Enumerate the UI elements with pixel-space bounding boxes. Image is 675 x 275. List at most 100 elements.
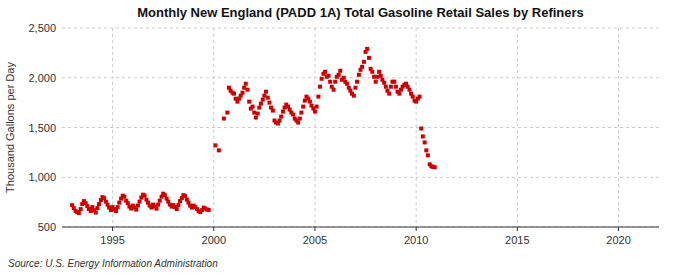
point bbox=[102, 196, 106, 200]
point bbox=[411, 95, 415, 99]
point bbox=[419, 126, 423, 130]
point bbox=[313, 110, 317, 114]
point bbox=[374, 80, 378, 84]
point bbox=[261, 98, 265, 102]
point bbox=[303, 99, 307, 103]
point bbox=[298, 117, 302, 121]
point bbox=[382, 81, 386, 85]
point bbox=[423, 140, 427, 144]
x-tick-label: 2020 bbox=[606, 234, 630, 246]
x-grid-line bbox=[112, 28, 113, 227]
point bbox=[217, 148, 221, 152]
grid bbox=[62, 28, 659, 227]
point bbox=[279, 115, 283, 119]
point bbox=[323, 70, 327, 74]
point bbox=[257, 106, 261, 110]
point bbox=[367, 56, 371, 60]
y-tick-label: 2,000 bbox=[28, 72, 56, 84]
points bbox=[70, 47, 437, 215]
y-axis-label: Thousand Gallons per Day bbox=[4, 62, 16, 193]
point bbox=[266, 96, 270, 100]
point bbox=[392, 80, 396, 84]
point bbox=[296, 121, 300, 125]
x-grid-line bbox=[213, 28, 214, 227]
point bbox=[355, 80, 359, 84]
x-tick bbox=[314, 227, 315, 231]
x-tick bbox=[112, 227, 113, 231]
point bbox=[433, 165, 437, 169]
point bbox=[241, 91, 245, 95]
x-tick-label: 2000 bbox=[202, 234, 226, 246]
point bbox=[397, 92, 401, 96]
point bbox=[247, 100, 251, 104]
x-grid-line bbox=[314, 28, 315, 227]
y-tick-label: 1,500 bbox=[28, 122, 56, 134]
x-tick bbox=[416, 227, 417, 231]
x-tick-label: 2015 bbox=[505, 234, 529, 246]
point bbox=[342, 76, 346, 80]
point bbox=[134, 208, 138, 212]
y-grid-line bbox=[62, 77, 659, 78]
point bbox=[116, 205, 120, 209]
point bbox=[299, 111, 303, 115]
point bbox=[407, 88, 411, 92]
point bbox=[242, 86, 246, 90]
point bbox=[94, 211, 98, 215]
point bbox=[301, 105, 305, 109]
point bbox=[213, 143, 217, 147]
source: Source: U.S. Energy Information Administ… bbox=[8, 258, 218, 269]
y-grid-line bbox=[62, 28, 659, 29]
chart: 5001,0001,5002,0002,50019952000200520102… bbox=[0, 0, 675, 275]
point bbox=[338, 69, 342, 73]
point bbox=[365, 47, 369, 51]
point bbox=[370, 70, 374, 74]
axes: 5001,0001,5002,0002,50019952000200520102… bbox=[28, 22, 659, 246]
point bbox=[308, 100, 312, 104]
point bbox=[332, 88, 336, 92]
point bbox=[158, 199, 162, 203]
point bbox=[259, 102, 263, 106]
point bbox=[222, 117, 226, 121]
x-tick bbox=[213, 227, 214, 231]
x-grid-line bbox=[517, 28, 518, 227]
point bbox=[264, 90, 268, 94]
point bbox=[136, 204, 140, 208]
point bbox=[267, 101, 271, 105]
point bbox=[278, 119, 282, 123]
y-grid-line bbox=[62, 177, 659, 178]
point bbox=[418, 95, 422, 99]
y-grid-line bbox=[62, 127, 659, 128]
y-tick-label: 2,500 bbox=[28, 22, 56, 34]
x-tick-label: 2005 bbox=[303, 234, 327, 246]
point bbox=[426, 153, 430, 157]
x-tick-label: 2010 bbox=[404, 234, 428, 246]
x-grid-line bbox=[416, 28, 417, 227]
point bbox=[244, 82, 248, 86]
point bbox=[281, 110, 285, 114]
point bbox=[175, 207, 179, 211]
point bbox=[394, 85, 398, 89]
point bbox=[316, 95, 320, 99]
point bbox=[379, 74, 383, 78]
point bbox=[384, 85, 388, 89]
point bbox=[377, 70, 381, 74]
point bbox=[117, 201, 121, 205]
point bbox=[353, 86, 357, 90]
point bbox=[143, 194, 147, 198]
point bbox=[254, 116, 258, 120]
point bbox=[232, 92, 236, 96]
point bbox=[345, 82, 349, 86]
point bbox=[126, 201, 130, 205]
x-tick bbox=[517, 227, 518, 231]
point bbox=[357, 73, 361, 77]
point bbox=[360, 65, 364, 69]
point bbox=[176, 203, 180, 207]
point bbox=[155, 207, 159, 211]
point bbox=[318, 85, 322, 89]
point bbox=[122, 195, 126, 199]
title: Monthly New England (PADD 1A) Total Gaso… bbox=[137, 5, 584, 20]
point bbox=[114, 209, 118, 213]
x-tick-label: 1995 bbox=[100, 234, 124, 246]
y-tick-label: 1,000 bbox=[28, 171, 56, 183]
point bbox=[328, 80, 332, 84]
